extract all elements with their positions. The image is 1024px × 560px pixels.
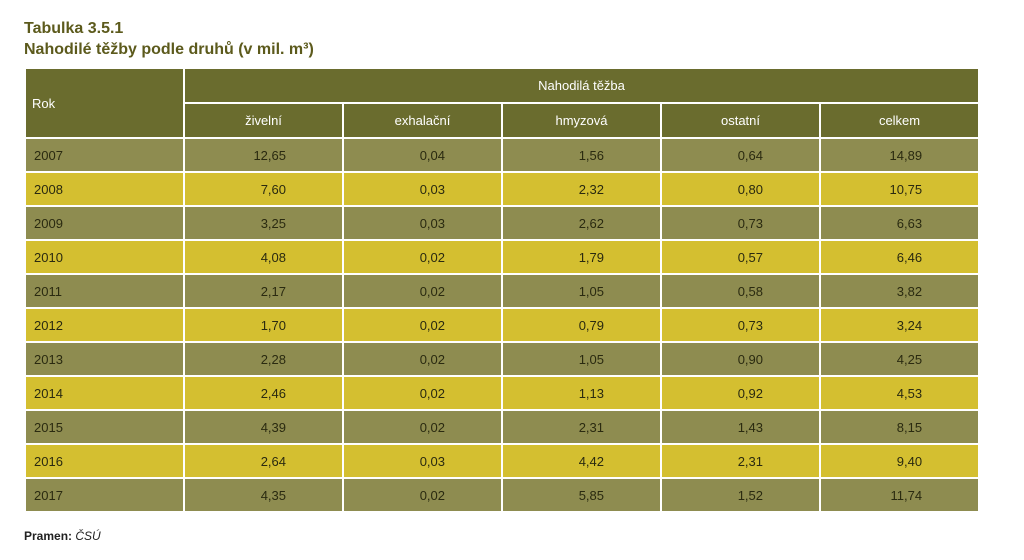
- cell-value: 8,15: [818, 409, 981, 445]
- cell-value: 1,43: [660, 409, 821, 445]
- table-caption: Nahodilé těžby podle druhů (v mil. m³): [24, 41, 314, 58]
- cell-year: 2007: [24, 137, 185, 173]
- cell-value: 0,03: [342, 171, 503, 207]
- cell-value: 0,90: [660, 341, 821, 377]
- cell-value: 2,46: [183, 375, 344, 411]
- header-rok: Rok: [24, 67, 185, 139]
- cell-value: 2,28: [183, 341, 344, 377]
- cell-value: 6,46: [818, 239, 981, 275]
- cell-year: 2010: [24, 239, 185, 275]
- header-exhalacni: exhalační: [342, 102, 503, 139]
- cell-value: 7,60: [183, 171, 344, 207]
- table-title: Tabulka 3.5.1 Nahodilé těžby podle druhů…: [24, 18, 314, 60]
- table-row: 2012 1,70 0,02 0,79 0,73 3,24: [24, 307, 981, 343]
- harvest-table: Rok Nahodilá těžba živelní exhalační hmy…: [24, 67, 981, 513]
- table-row: 2011 2,17 0,02 1,05 0,58 3,82: [24, 273, 981, 309]
- cell-year: 2017: [24, 477, 185, 513]
- cell-value: 4,08: [183, 239, 344, 275]
- cell-value: 0,02: [342, 239, 503, 275]
- cell-value: 2,17: [183, 273, 344, 309]
- table-number: Tabulka 3.5.1: [24, 20, 124, 37]
- cell-value: 4,35: [183, 477, 344, 513]
- cell-value: 0,02: [342, 273, 503, 309]
- table-row: 2009 3,25 0,03 2,62 0,73 6,63: [24, 205, 981, 241]
- cell-value: 0,03: [342, 443, 503, 479]
- cell-value: 10,75: [818, 171, 981, 207]
- cell-value: 1,70: [183, 307, 344, 343]
- cell-value: 0,58: [660, 273, 821, 309]
- cell-value: 0,03: [342, 205, 503, 241]
- cell-value: 2,31: [501, 409, 662, 445]
- cell-value: 1,52: [660, 477, 821, 513]
- cell-value: 14,89: [818, 137, 981, 173]
- cell-value: 3,24: [818, 307, 981, 343]
- cell-value: 1,05: [501, 273, 662, 309]
- cell-value: 3,82: [818, 273, 981, 309]
- table-row: 2014 2,46 0,02 1,13 0,92 4,53: [24, 375, 981, 411]
- header-celkem: celkem: [818, 102, 981, 139]
- cell-value: 4,53: [818, 375, 981, 411]
- cell-value: 0,02: [342, 409, 503, 445]
- cell-year: 2011: [24, 273, 185, 309]
- table-header: Rok Nahodilá těžba živelní exhalační hmy…: [24, 67, 981, 139]
- cell-value: 2,32: [501, 171, 662, 207]
- cell-year: 2008: [24, 171, 185, 207]
- cell-value: 2,64: [183, 443, 344, 479]
- cell-value: 2,62: [501, 205, 662, 241]
- source-label: Pramen:: [24, 529, 73, 543]
- cell-value: 0,02: [342, 307, 503, 343]
- cell-value: 3,25: [183, 205, 344, 241]
- cell-value: 6,63: [818, 205, 981, 241]
- table-body: 2007 12,65 0,04 1,56 0,64 14,89 2008 7,60 0,03 2,…: [24, 137, 981, 513]
- table-row: 2015 4,39 0,02 2,31 1,43 8,15: [24, 409, 981, 445]
- cell-value: 0,64: [660, 137, 821, 173]
- cell-value: 4,25: [818, 341, 981, 377]
- cell-year: 2015: [24, 409, 185, 445]
- cell-value: 0,73: [660, 205, 821, 241]
- table-row: 2008 7,60 0,03 2,32 0,80 10,75: [24, 171, 981, 207]
- cell-value: 12,65: [183, 137, 344, 173]
- cell-year: 2013: [24, 341, 185, 377]
- cell-year: 2009: [24, 205, 185, 241]
- cell-value: 0,57: [660, 239, 821, 275]
- cell-value: 1,79: [501, 239, 662, 275]
- cell-value: 9,40: [818, 443, 981, 479]
- source-value: ČSÚ: [75, 529, 101, 543]
- header-zivelni: živelní: [183, 102, 344, 139]
- cell-value: 4,42: [501, 443, 662, 479]
- header-group: Nahodilá těžba: [182, 67, 981, 104]
- header-ostatni: ostatní: [660, 102, 821, 139]
- cell-value: 0,04: [342, 137, 503, 173]
- cell-value: 0,92: [660, 375, 821, 411]
- cell-year: 2016: [24, 443, 185, 479]
- source-note: Pramen: ČSÚ: [24, 529, 101, 543]
- cell-year: 2012: [24, 307, 185, 343]
- table-row: 2007 12,65 0,04 1,56 0,64 14,89: [24, 137, 981, 173]
- cell-value: 0,73: [660, 307, 821, 343]
- cell-value: 1,05: [501, 341, 662, 377]
- header-hmyzova: hmyzová: [501, 102, 662, 139]
- table-row: 2017 4,35 0,02 5,85 1,52 11,74: [24, 477, 981, 513]
- cell-value: 0,02: [342, 477, 503, 513]
- cell-value: 2,31: [660, 443, 821, 479]
- cell-value: 0,02: [342, 375, 503, 411]
- cell-value: 1,13: [501, 375, 662, 411]
- cell-value: 1,56: [501, 137, 662, 173]
- cell-value: 0,79: [501, 307, 662, 343]
- cell-value: 0,80: [660, 171, 821, 207]
- table-row: 2013 2,28 0,02 1,05 0,90 4,25: [24, 341, 981, 377]
- cell-value: 4,39: [183, 409, 344, 445]
- cell-year: 2014: [24, 375, 185, 411]
- cell-value: 5,85: [501, 477, 662, 513]
- table-row: 2010 4,08 0,02 1,79 0,57 6,46: [24, 239, 981, 275]
- table-row: 2016 2,64 0,03 4,42 2,31 9,40: [24, 443, 981, 479]
- cell-value: 11,74: [818, 477, 981, 513]
- cell-value: 0,02: [342, 341, 503, 377]
